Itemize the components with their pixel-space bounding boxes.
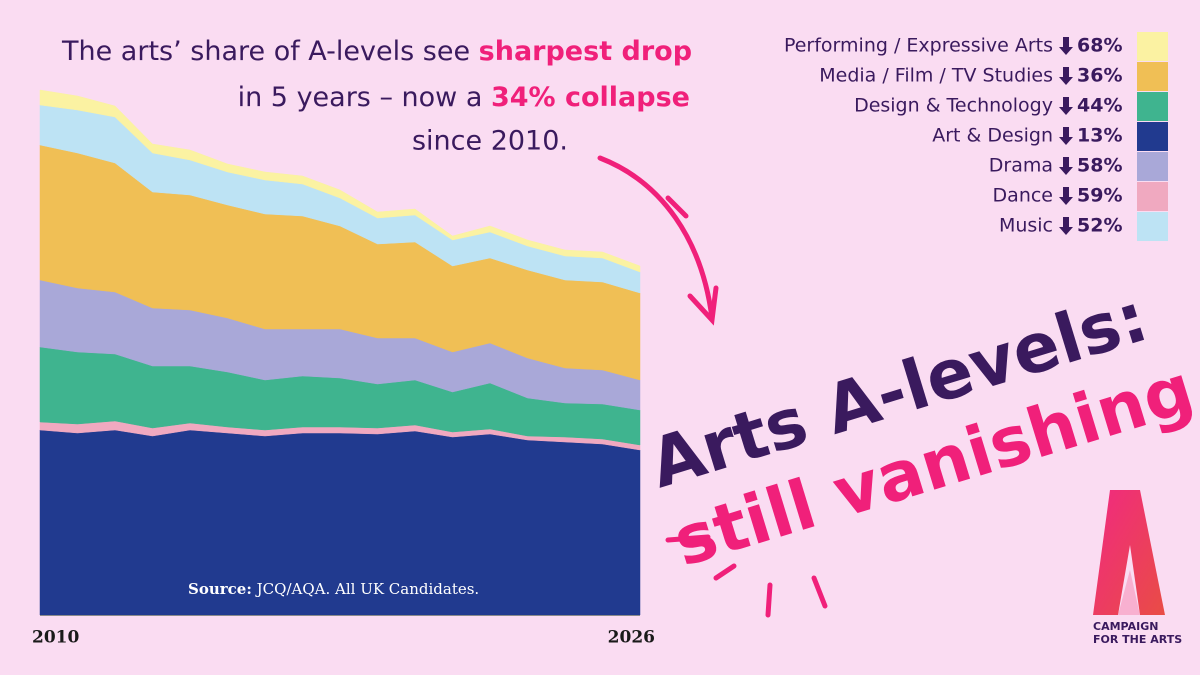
headline-line: The arts’ share of A-levels see sharpest… [61,36,692,67]
headline-text: The arts’ share of A-levels see [61,36,479,67]
legend-swatch [1137,92,1168,121]
legend-change: 68% [1077,35,1122,57]
plot [39,89,641,616]
legend-label: Design & Technology [854,95,1053,117]
decoration [665,195,689,219]
legend-label: Art & Design [932,125,1053,147]
decoration [765,582,773,618]
legend-change: 44% [1077,95,1122,117]
legend-label: Music [999,215,1053,237]
legend-label: Performing / Expressive Arts [784,35,1053,57]
source: Source: JCQ/AQA. All UK Candidates. [188,580,479,598]
decoration [811,575,828,609]
headline-emphasis: sharpest drop [479,36,692,67]
legend-arrow [1059,97,1073,115]
logo-text: CAMPAIGN [1093,620,1158,633]
decoration [713,563,737,581]
legend-label: Dance [993,185,1053,207]
legend-change: 58% [1077,155,1122,177]
source-label: Source: [188,580,252,598]
logo-mark [1118,570,1140,615]
legend-arrow [1059,67,1073,85]
arrow-head [687,285,719,326]
legend-swatch [1137,32,1168,61]
arrow [597,155,715,321]
legend-change: 52% [1077,215,1122,237]
legend-arrow [1059,127,1073,145]
legend-swatch [1137,212,1168,241]
legend-swatch [1137,62,1168,91]
decoration [665,534,711,543]
logo-mark [1093,490,1165,615]
headline-emphasis: 34% collapse [491,82,690,113]
x-tick-label: 2026 [608,628,655,648]
legend-label: Media / Film / TV Studies [819,65,1053,87]
legend-label: Drama [989,155,1053,177]
legend-change: 59% [1077,185,1122,207]
legend-arrow [1059,187,1073,205]
legend-change: 36% [1077,65,1122,87]
legend-arrow [1059,37,1073,55]
legend-arrow [1059,157,1073,175]
legend-change: 13% [1077,125,1122,147]
legend-swatch [1137,182,1168,211]
legend-swatch [1137,152,1168,181]
headline-line: in 5 years – now a 34% collapse [238,82,690,113]
x-tick-label: 2010 [32,628,79,648]
headline-text: since 2010. [412,126,568,157]
headline-text: in 5 years – now a [238,82,491,113]
logo-text: FOR THE ARTS [1093,633,1182,646]
legend-arrow [1059,217,1073,235]
legend-swatch [1137,122,1168,151]
area [39,89,641,273]
source-text: JCQ/AQA. All UK Candidates. [255,580,480,598]
